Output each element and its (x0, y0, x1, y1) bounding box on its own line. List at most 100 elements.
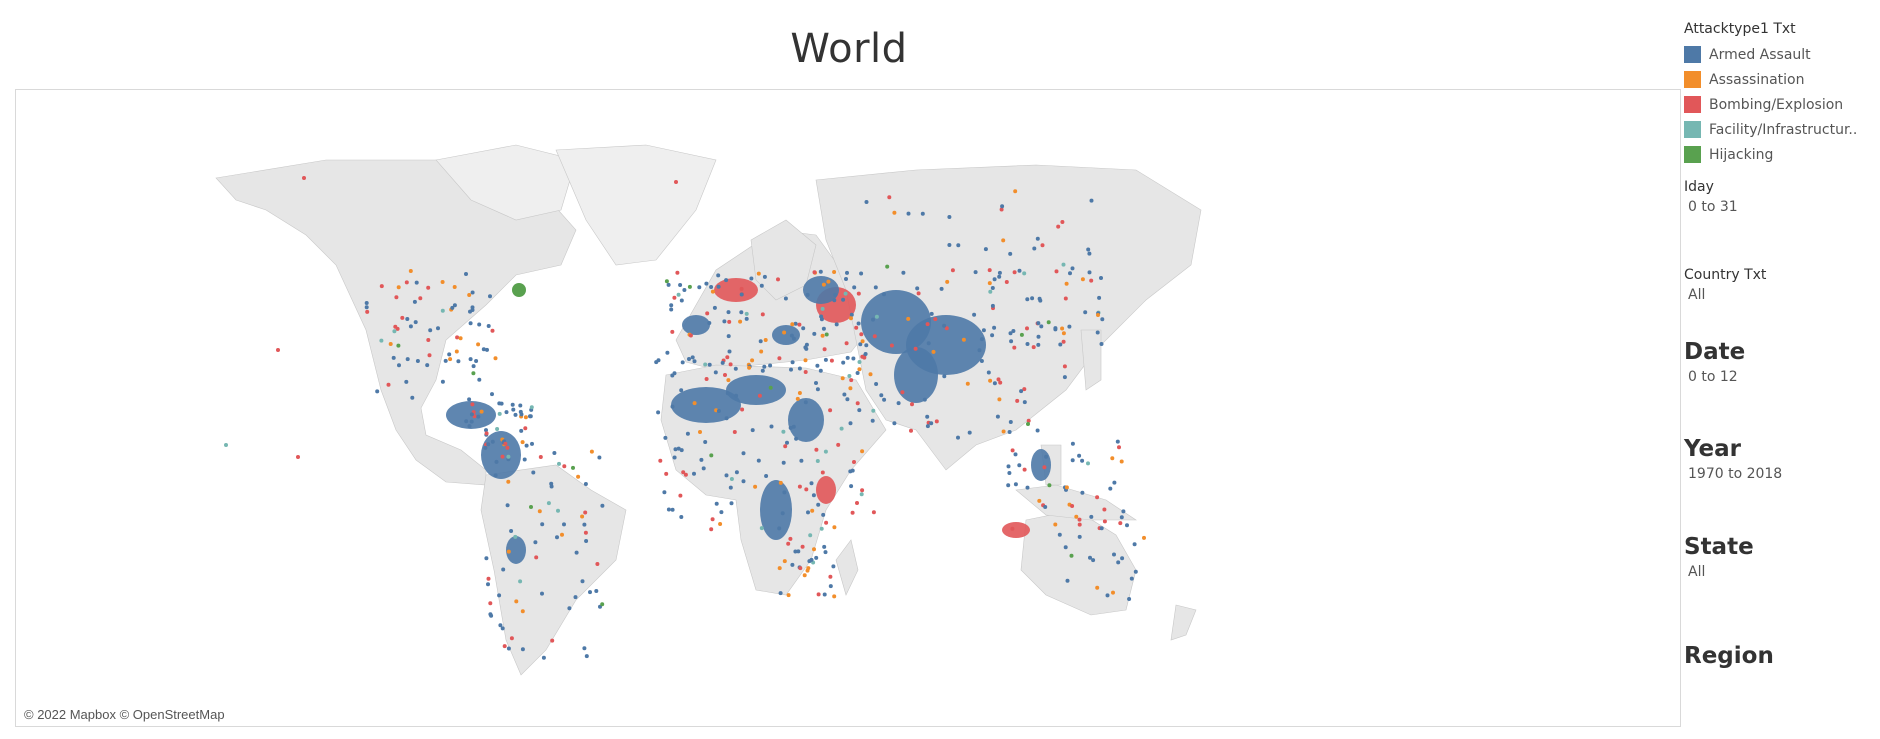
incident-point (468, 321, 473, 326)
incident-point (790, 322, 795, 327)
incident-point (1108, 486, 1113, 491)
incident-point (375, 389, 380, 394)
incident-point (540, 591, 544, 596)
incident-point (1125, 523, 1129, 528)
incident-point (502, 644, 507, 649)
incident-point (488, 294, 492, 299)
filter-title: Year (1684, 436, 1742, 462)
incident-point (820, 333, 825, 338)
hotspot-horn-of-africa (816, 476, 836, 504)
incident-point (1010, 526, 1015, 531)
incident-point (988, 378, 993, 383)
incident-point (956, 435, 960, 440)
incident-point (732, 430, 737, 434)
incident-point (503, 441, 508, 446)
hotspot-philippines (1031, 449, 1051, 481)
incident-point (972, 312, 977, 317)
incident-point (831, 564, 836, 569)
legend-item-bombing-explosion[interactable]: Bombing/Explosion (1684, 92, 1857, 117)
world-map[interactable]: © 2022 Mapbox © OpenStreetMap (15, 89, 1681, 727)
incident-point (600, 602, 605, 607)
incident-point (857, 408, 862, 413)
incident-point (882, 397, 887, 402)
incident-point (490, 392, 494, 397)
incident-point (777, 356, 782, 361)
incident-point (379, 338, 384, 343)
legend-item-armed-assault[interactable]: Armed Assault (1684, 42, 1857, 67)
legend-swatch (1684, 146, 1701, 163)
incident-point (1022, 271, 1027, 276)
incident-point (1061, 262, 1066, 267)
incident-point (560, 532, 564, 537)
filter-value-country[interactable]: All (1688, 287, 1706, 303)
legend: Armed Assault Assassination Bombing/Expl… (1684, 42, 1857, 167)
incident-point (944, 326, 949, 331)
incident-point (1013, 189, 1018, 194)
legend-title: Attacktype1 Txt (1684, 21, 1796, 37)
incident-point (1004, 280, 1009, 284)
filter-value-year[interactable]: 1970 to 2018 (1688, 466, 1783, 482)
incident-point (701, 466, 706, 471)
incident-point (909, 428, 913, 433)
incident-point (933, 317, 938, 322)
incident-point (704, 377, 709, 381)
incident-point (1080, 277, 1085, 282)
incident-point (1025, 485, 1030, 490)
incident-point (1080, 490, 1085, 495)
incident-point (394, 295, 399, 300)
incident-point (400, 315, 405, 320)
incident-point (926, 341, 931, 346)
filter-value-state[interactable]: All (1688, 564, 1706, 580)
incident-point (777, 566, 782, 571)
incident-points-layer[interactable] (224, 176, 1146, 660)
map-attribution: © 2022 Mapbox © OpenStreetMap (24, 707, 225, 722)
incident-point (533, 540, 538, 545)
incident-point (1035, 428, 1040, 433)
legend-item-facility-infrastructure[interactable]: Facility/Infrastructur.. (1684, 117, 1857, 142)
incident-point (741, 451, 746, 456)
incident-point (803, 358, 808, 363)
map-canvas[interactable] (16, 90, 1681, 727)
incident-point (750, 358, 755, 363)
incident-point (856, 321, 861, 326)
incident-point (676, 292, 681, 297)
incident-point (580, 514, 585, 519)
incident-point (664, 279, 669, 284)
incident-point (583, 530, 588, 535)
land-layer (215, 144, 1202, 676)
incident-point (505, 503, 510, 508)
incident-point (852, 285, 857, 290)
incident-point (738, 319, 743, 324)
incident-point (757, 393, 762, 398)
incident-point (832, 298, 837, 303)
incident-point (724, 416, 729, 421)
incident-point (654, 360, 659, 365)
incident-point (990, 333, 995, 338)
incident-point (848, 386, 853, 391)
incident-point (882, 292, 886, 297)
incident-point (505, 445, 510, 450)
incident-point (528, 414, 533, 419)
filter-value-date[interactable]: 0 to 12 (1688, 369, 1738, 385)
incident-point (816, 592, 821, 597)
incident-point (992, 325, 997, 330)
incident-point (704, 281, 709, 286)
incident-point (756, 458, 761, 463)
incident-point (1070, 504, 1075, 508)
incident-point (790, 562, 795, 567)
hotspot-east-africa (788, 398, 824, 442)
legend-item-assassination[interactable]: Assassination (1684, 67, 1857, 92)
filter-value-iday[interactable]: 0 to 31 (1688, 199, 1738, 215)
incident-point (481, 347, 486, 352)
incident-point (471, 371, 476, 376)
incident-point (842, 392, 847, 397)
incident-point (855, 371, 860, 375)
legend-item-hijacking[interactable]: Hijacking (1684, 142, 1857, 167)
incident-point (501, 567, 506, 572)
incident-point (871, 317, 875, 322)
incident-point (806, 510, 810, 515)
incident-point (678, 283, 683, 287)
incident-point (744, 311, 749, 316)
incident-point (506, 454, 511, 459)
incident-point (805, 292, 810, 297)
